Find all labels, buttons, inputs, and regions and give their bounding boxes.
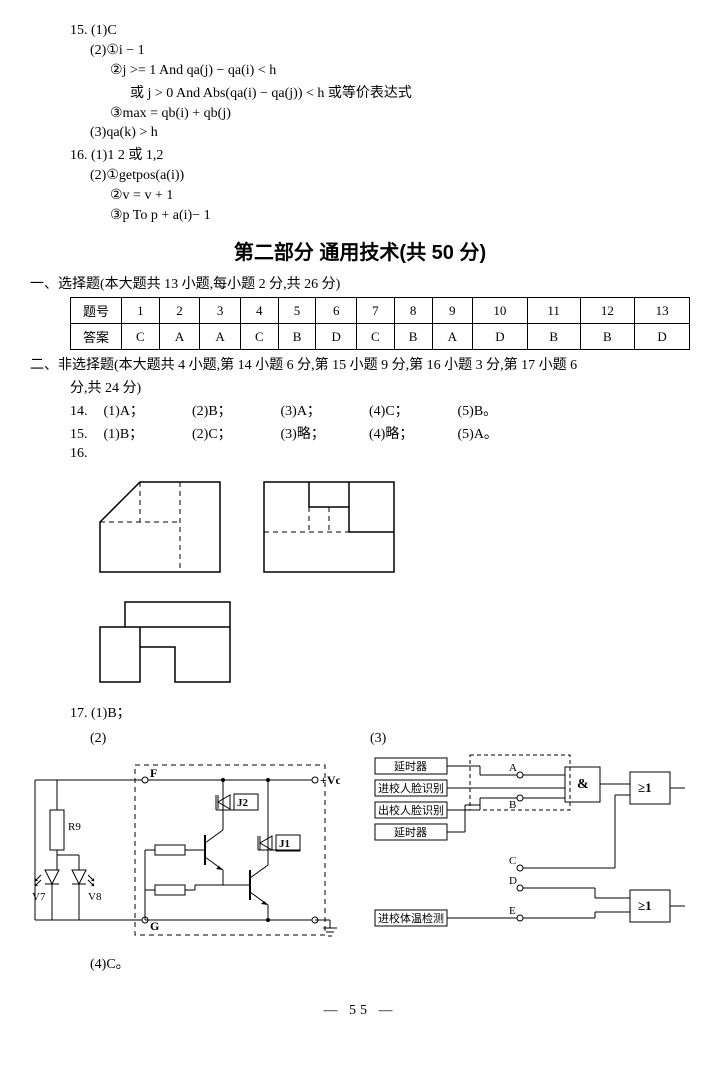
section1-header: 一、选择题(本大题共 13 小题,每小题 2 分,共 26 分) xyxy=(30,273,690,293)
svg-text:J2: J2 xyxy=(237,797,249,809)
svg-text:E: E xyxy=(509,905,516,917)
svg-text:延时器: 延时器 xyxy=(394,760,427,773)
view-3 xyxy=(90,592,240,692)
svg-text:&: & xyxy=(577,777,589,792)
logic-diagram: 延时器 进校人脸识别 出校人脸识别 延时器 进校体温检测 A B xyxy=(370,750,690,950)
svg-text:延时器: 延时器 xyxy=(394,826,427,839)
svg-text:≥1: ≥1 xyxy=(638,898,652,913)
view-2 xyxy=(254,472,404,582)
view-1-svg xyxy=(90,472,230,582)
svg-text:J1: J1 xyxy=(279,838,290,850)
svg-text:B: B xyxy=(509,799,516,811)
section-title: 第二部分 通用技术(共 50 分) xyxy=(30,236,690,265)
q16-2-2: ②v = v + 1 xyxy=(30,187,690,204)
row-head-1: 题号 xyxy=(71,298,122,324)
svg-text:C: C xyxy=(509,855,516,867)
svg-text:R9: R9 xyxy=(68,821,81,833)
q17-4: (4)C。 xyxy=(30,953,690,973)
page-number: — 55 — xyxy=(30,1003,690,1019)
section2-header-2: 分,共 24 分) xyxy=(30,377,690,397)
q15-2-3: 或 j > 0 And Abs(qa(i) − qa(j)) < h 或等价表达… xyxy=(30,82,690,102)
orthographic-view-3 xyxy=(90,592,690,692)
circuit-diagram: R9 V7 V8 F xyxy=(30,750,340,950)
q15-3: (3)qa(k) > h xyxy=(30,125,690,141)
svg-text:D: D xyxy=(509,875,517,887)
svg-text:F: F xyxy=(150,766,157,780)
row-head-2: 答案 xyxy=(71,324,122,350)
q15b: 15. (1)B； (2)C； (3)略； (4)略； (5)A。 xyxy=(30,423,690,443)
svg-text:G: G xyxy=(150,919,159,933)
svg-text:进校体温检测: 进校体温检测 xyxy=(378,911,444,925)
svg-text:进校人脸识别: 进校人脸识别 xyxy=(378,781,444,795)
answer-table: 题号 12345678910111213 答案 CAACBDCBADBBD xyxy=(70,297,690,350)
q17-2-label: (2) xyxy=(30,731,340,747)
q14: 14. (1)A； (2)B； (3)A； (4)C； (5)B。 xyxy=(30,400,690,420)
q16b: 16. xyxy=(30,446,690,462)
svg-text:V8: V8 xyxy=(88,891,102,903)
q15-1: 15. (1)C xyxy=(30,23,690,39)
q16-2-3: ③p To p + a(i)− 1 xyxy=(30,207,690,224)
q15-2-1: (2)①i − 1 xyxy=(30,42,690,59)
view-1 xyxy=(90,472,230,582)
section2-header-1: 二、非选择题(本大题共 4 小题,第 14 小题 6 分,第 15 小题 9 分… xyxy=(30,354,690,374)
svg-text:A: A xyxy=(509,762,517,774)
view-3-svg xyxy=(90,592,240,692)
svg-text:V7: V7 xyxy=(32,891,46,903)
view-2-svg xyxy=(254,472,404,582)
orthographic-views xyxy=(90,472,690,582)
q16-1: 16. (1)1 2 或 1,2 xyxy=(30,144,690,164)
q16-2-1: (2)①getpos(a(i)) xyxy=(30,167,690,184)
svg-text:+Vcc: +Vcc xyxy=(320,773,340,787)
q17-3-label: (3) xyxy=(370,731,690,747)
svg-text:≥1: ≥1 xyxy=(638,780,652,795)
q15-2-2: ②j >= 1 And qa(j) − qa(i) < h xyxy=(30,62,690,79)
svg-text:出校人脸识别: 出校人脸识别 xyxy=(378,803,444,817)
q15-2-4: ③max = qb(i) + qb(j) xyxy=(30,105,690,122)
q17-1: 17. (1)B； xyxy=(30,702,690,722)
